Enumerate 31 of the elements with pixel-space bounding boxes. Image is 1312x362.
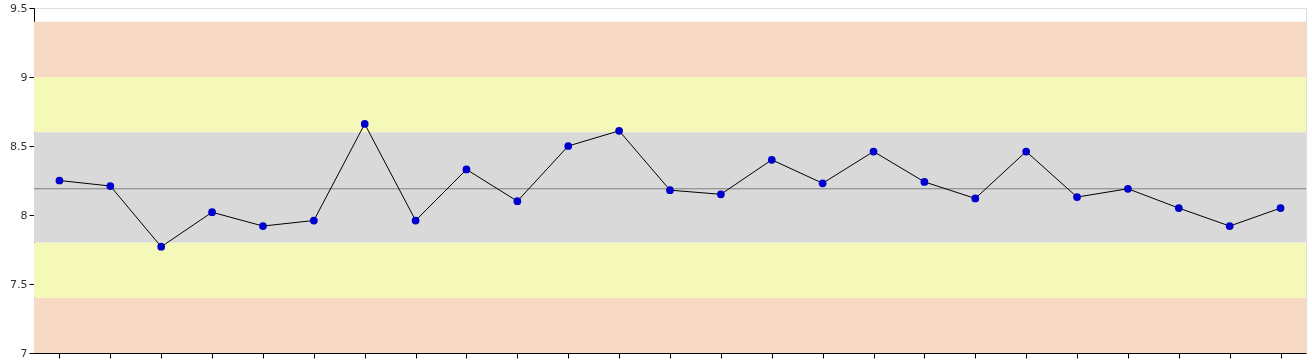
point	[259, 222, 267, 230]
point	[1124, 184, 1132, 193]
point	[513, 197, 522, 206]
point	[360, 120, 369, 128]
point	[1276, 204, 1285, 212]
point	[564, 142, 573, 150]
point	[411, 216, 420, 225]
point	[767, 155, 776, 164]
point	[462, 165, 471, 174]
point	[157, 242, 166, 251]
y-tick-label: 9.5	[10, 1, 28, 15]
point	[1174, 204, 1183, 212]
y-tick-label: 8	[20, 208, 28, 222]
point	[971, 194, 980, 203]
y-tick-label: 8.5	[10, 139, 28, 153]
point	[208, 208, 216, 217]
y-tick-label: 9	[20, 70, 28, 84]
point	[615, 126, 623, 135]
point	[1022, 147, 1031, 156]
y-tick-label: 7	[20, 346, 28, 360]
y-tick-label: 7.5	[10, 277, 28, 291]
point	[1225, 222, 1234, 230]
point	[717, 190, 725, 199]
point	[869, 147, 878, 156]
point	[920, 178, 929, 186]
point	[818, 179, 827, 188]
point	[666, 186, 674, 195]
point	[106, 182, 115, 190]
point	[1073, 193, 1081, 201]
point	[309, 216, 318, 225]
point	[55, 176, 64, 185]
